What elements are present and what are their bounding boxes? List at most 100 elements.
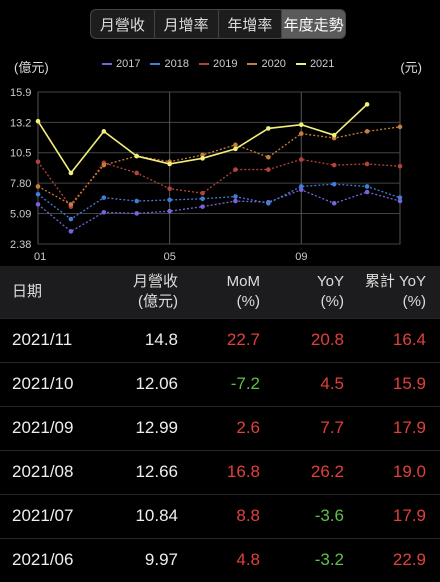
table-row[interactable]: 2021/09 12.99 2.6 7.7 17.9 xyxy=(0,406,440,450)
data-point-2020 xyxy=(101,162,107,168)
data-point-2019 xyxy=(35,159,41,165)
data-point-2017 xyxy=(167,208,172,214)
header-cumulative-yoy: 累計 YoY (%) xyxy=(364,273,426,310)
legend-swatch xyxy=(295,63,306,65)
row-date: 2021/06 xyxy=(12,550,74,569)
legend-item-2020[interactable]: 2020 xyxy=(247,58,286,70)
table-row[interactable]: 2021/11 14.8 22.7 20.8 16.4 xyxy=(0,318,440,362)
y-tick-label: 2.38 xyxy=(10,239,31,251)
tab-monthly-revenue[interactable]: 月營收 xyxy=(91,10,155,38)
table-row[interactable]: 2021/06 9.97 4.8 -3.2 22.9 xyxy=(0,538,440,582)
data-point-2021 xyxy=(331,132,337,138)
legend-item-2019[interactable]: 2019 xyxy=(198,58,238,70)
data-point-2019 xyxy=(364,161,370,167)
table-row[interactable]: 2021/08 12.66 16.8 26.2 19.0 xyxy=(0,450,440,494)
data-point-2018 xyxy=(331,181,337,187)
data-point-2017 xyxy=(298,187,304,193)
legend-item-2017[interactable]: 2017 xyxy=(102,58,140,70)
legend-swatch xyxy=(247,63,258,65)
series-line-2021 xyxy=(37,103,368,175)
legend-item-2018[interactable]: 2018 xyxy=(150,58,189,70)
data-point-2020 xyxy=(298,131,304,136)
row-date: 2021/07 xyxy=(12,506,74,525)
legend-swatch xyxy=(102,63,112,65)
tab-annual-trend[interactable]: 年度走勢 xyxy=(282,10,345,38)
table-header: 日期 月營收 (億元) MoM (%) YoY (%) 累計 YoY (%) xyxy=(0,266,440,318)
row-mom: 16.8 xyxy=(226,462,260,481)
data-point-2021 xyxy=(266,126,271,131)
data-point-2021 xyxy=(68,170,74,176)
data-point-2017 xyxy=(397,198,403,204)
data-point-2017 xyxy=(101,209,107,215)
row-date: 2021/11 xyxy=(12,330,73,349)
data-point-2021 xyxy=(101,129,107,134)
plot-frame xyxy=(37,91,401,245)
x-tick-label: 09 xyxy=(295,251,307,263)
data-point-2019 xyxy=(200,190,205,196)
x-tick-label: 01 xyxy=(34,251,46,263)
data-point-2020 xyxy=(397,124,403,130)
legend-label: 2021 xyxy=(309,58,335,70)
data-point-2021 xyxy=(134,153,140,159)
tab-mom-rate[interactable]: 月增率 xyxy=(155,10,219,38)
data-point-2020 xyxy=(266,154,271,160)
table-row[interactable]: 2021/10 12.06 -7.2 4.5 15.9 xyxy=(0,362,440,406)
row-cumulative-yoy: 17.9 xyxy=(392,506,426,525)
data-point-2021 xyxy=(298,122,304,128)
data-point-2018 xyxy=(134,198,140,204)
legend-label: 2017 xyxy=(116,58,141,70)
data-point-2018 xyxy=(68,216,74,222)
row-mom: 2.6 xyxy=(236,418,260,437)
data-point-2020 xyxy=(200,152,205,158)
legend-label: 2020 xyxy=(261,58,286,70)
data-point-2019 xyxy=(397,163,403,169)
data-point-2017 xyxy=(233,198,238,204)
legend-label: 2018 xyxy=(164,58,189,70)
row-yoy: -3.2 xyxy=(314,550,344,569)
row-cumulative-yoy: 17.9 xyxy=(392,418,426,437)
data-point-2017 xyxy=(134,211,140,216)
data-point-2019 xyxy=(233,167,238,172)
chart-legend: 2017 2018 2019 2020 2021 xyxy=(102,58,334,70)
data-point-2017 xyxy=(200,204,205,209)
y-tick-label: 13.2 xyxy=(10,117,31,129)
legend-item-2021[interactable]: 2021 xyxy=(295,58,335,70)
row-yoy: -3.6 xyxy=(314,506,344,525)
tab-yoy-rate[interactable]: 年增率 xyxy=(219,10,283,38)
data-point-2019 xyxy=(266,167,271,172)
data-point-2021 xyxy=(35,118,41,124)
table-row[interactable]: 2021/07 10.84 8.8 -3.6 17.9 xyxy=(0,494,440,538)
row-revenue: 9.97 xyxy=(144,550,178,569)
tab-bar: 月營收 月增率 年增率 年度走勢 xyxy=(90,9,346,39)
data-point-2017 xyxy=(68,229,74,234)
data-point-2019 xyxy=(167,186,172,191)
row-revenue: 12.99 xyxy=(135,418,178,437)
legend-swatch xyxy=(150,63,161,65)
legend-swatch xyxy=(198,63,209,65)
data-point-2021 xyxy=(200,156,205,161)
row-yoy: 7.7 xyxy=(320,418,344,437)
data-point-2019 xyxy=(134,170,140,176)
data-point-2017 xyxy=(331,201,337,206)
revenue-table: 2021/11 14.8 22.7 20.8 16.4 2021/10 12.0… xyxy=(0,318,440,582)
row-yoy: 4.5 xyxy=(320,374,344,393)
row-yoy: 26.2 xyxy=(310,462,344,481)
data-point-2019 xyxy=(298,157,304,162)
row-mom: 8.8 xyxy=(236,506,260,525)
data-point-2018 xyxy=(35,192,41,197)
y-tick-label: 15.9 xyxy=(10,87,31,99)
data-point-2019 xyxy=(331,162,337,168)
data-point-2017 xyxy=(364,189,370,195)
row-mom: 22.7 xyxy=(226,330,260,349)
row-yoy: 20.8 xyxy=(310,330,344,349)
row-mom: -7.2 xyxy=(230,374,260,393)
header-yoy: YoY (%) xyxy=(317,273,344,310)
row-revenue: 12.06 xyxy=(135,374,178,393)
row-date: 2021/08 xyxy=(12,462,74,481)
chart-unit-right: (元) xyxy=(400,60,422,75)
data-point-2018 xyxy=(200,196,205,202)
legend-label: 2019 xyxy=(212,58,238,70)
row-mom: 4.8 xyxy=(236,550,260,569)
y-tick-label: 10.5 xyxy=(10,148,31,160)
